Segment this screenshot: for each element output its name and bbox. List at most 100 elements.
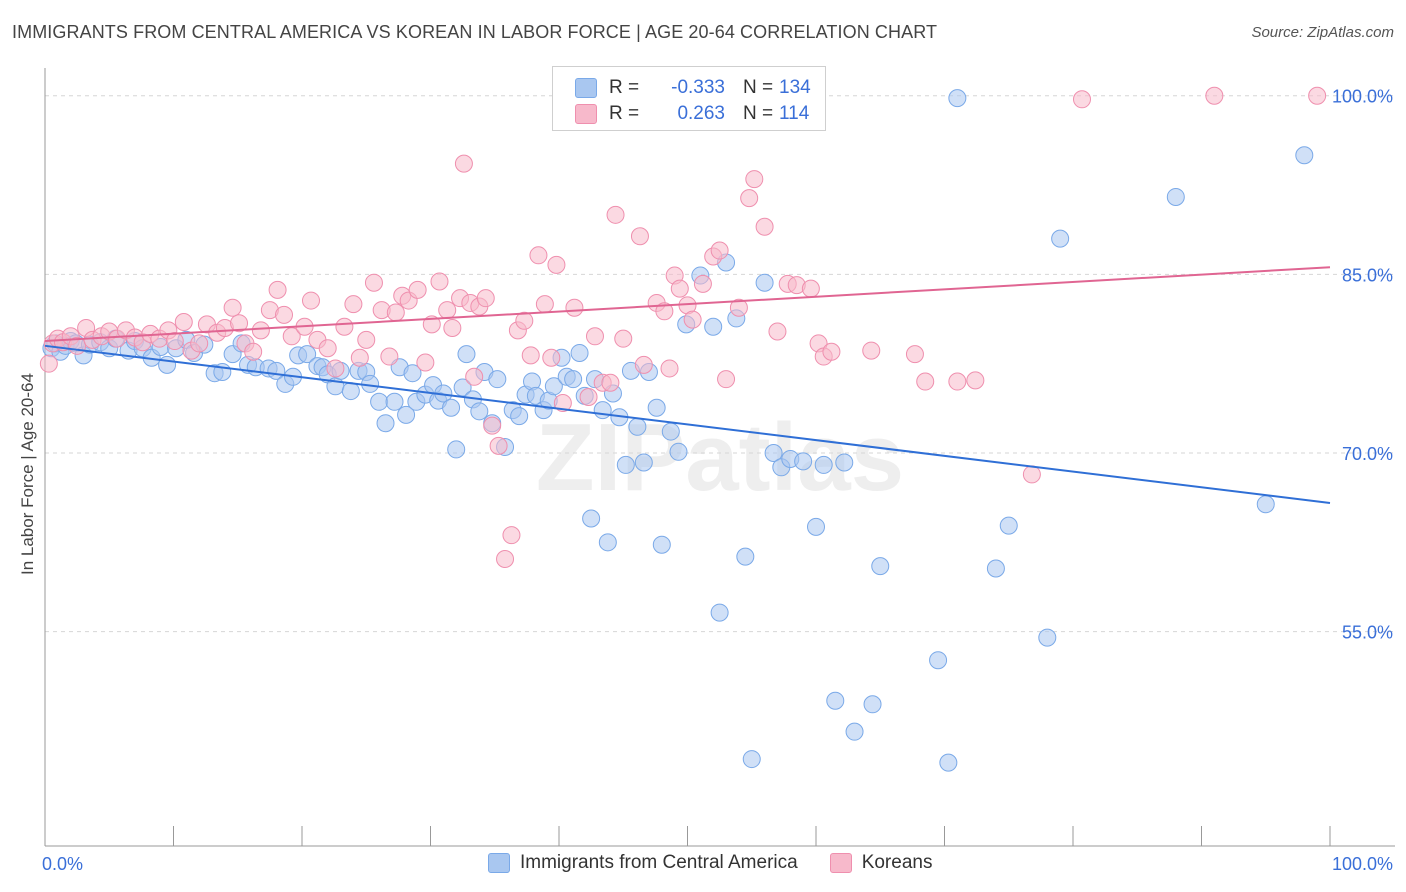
data-point bbox=[488, 370, 507, 389]
data-point bbox=[1205, 86, 1224, 105]
legend-item-central-america[interactable]: Immigrants from Central America bbox=[488, 852, 798, 874]
data-point bbox=[422, 315, 441, 334]
data-point bbox=[794, 452, 813, 471]
data-point bbox=[364, 273, 383, 292]
y-tick-label: 70.0% bbox=[1342, 444, 1393, 464]
data-point bbox=[717, 370, 736, 389]
legend-n-label: N = bbox=[743, 103, 774, 124]
data-point bbox=[628, 417, 647, 436]
data-point bbox=[443, 318, 462, 337]
tick-labels: 55.0% 70.0% 85.0% 100.0% 0.0% 100.0% bbox=[42, 87, 1393, 874]
data-point bbox=[298, 345, 317, 364]
data-point bbox=[430, 272, 449, 291]
source-label: Source: ZipAtlas.com bbox=[1251, 24, 1394, 41]
data-point bbox=[244, 342, 263, 361]
legend-n-label: N = bbox=[743, 77, 774, 98]
data-point bbox=[442, 398, 461, 417]
data-point bbox=[457, 345, 476, 364]
data-point bbox=[939, 753, 958, 772]
data-point bbox=[582, 509, 601, 528]
data-point bbox=[647, 398, 666, 417]
y-tick-label: 100.0% bbox=[1332, 87, 1393, 107]
data-point bbox=[742, 750, 761, 769]
data-point bbox=[579, 388, 598, 407]
data-point bbox=[1038, 628, 1057, 647]
y-axis-title: In Labor Force | Age 20-64 bbox=[18, 373, 37, 575]
legend-r-label: R = bbox=[609, 77, 640, 98]
data-point bbox=[570, 343, 589, 362]
data-point bbox=[447, 440, 466, 459]
legend-label-koreans: Koreans bbox=[861, 852, 933, 873]
data-point bbox=[871, 557, 890, 576]
data-point bbox=[515, 311, 534, 330]
data-point bbox=[601, 373, 620, 392]
data-point bbox=[408, 280, 427, 299]
data-point bbox=[385, 392, 404, 411]
data-point bbox=[326, 359, 345, 378]
data-point bbox=[416, 353, 435, 372]
data-point bbox=[986, 559, 1005, 578]
data-point bbox=[301, 291, 320, 310]
trend-lines bbox=[44, 266, 1331, 505]
data-point bbox=[251, 321, 270, 340]
data-point bbox=[634, 355, 653, 374]
legend-swatch-koreans bbox=[575, 104, 597, 124]
legend-row-koreans: R = 0.263 N = 114 bbox=[553, 101, 809, 127]
data-point bbox=[693, 274, 712, 293]
data-point bbox=[547, 255, 566, 274]
data-point bbox=[454, 154, 473, 173]
data-point bbox=[403, 364, 422, 383]
data-point bbox=[223, 298, 242, 317]
data-point bbox=[736, 547, 755, 566]
data-point bbox=[521, 346, 540, 365]
data-point bbox=[535, 295, 554, 314]
legend-r-value: 0.263 bbox=[677, 103, 725, 124]
data-point bbox=[357, 330, 376, 349]
data-point bbox=[999, 516, 1018, 535]
data-point bbox=[510, 407, 529, 426]
data-point bbox=[465, 367, 484, 386]
data-point bbox=[670, 279, 689, 298]
legend-label-central-america: Immigrants from Central America bbox=[520, 852, 798, 873]
data-point bbox=[634, 453, 653, 472]
data-point bbox=[845, 722, 864, 741]
y-tick-label: 85.0% bbox=[1342, 265, 1393, 285]
data-point bbox=[1051, 229, 1070, 248]
data-point bbox=[1256, 495, 1275, 514]
data-point bbox=[929, 651, 948, 670]
data-point bbox=[230, 314, 249, 333]
data-point bbox=[39, 354, 58, 373]
data-point bbox=[268, 280, 287, 299]
data-point bbox=[489, 436, 508, 455]
legend-n-value: 134 bbox=[779, 77, 811, 98]
data-point bbox=[652, 535, 671, 554]
data-point bbox=[768, 322, 787, 341]
data-point bbox=[1295, 146, 1314, 165]
data-point bbox=[704, 317, 723, 336]
data-point bbox=[905, 345, 924, 364]
data-point bbox=[755, 217, 774, 236]
data-point bbox=[655, 302, 674, 321]
data-point bbox=[916, 372, 935, 391]
correlation-legend: R = -0.333 N = 134 R = 0.263 N = 114 bbox=[552, 66, 826, 131]
data-point bbox=[764, 444, 783, 462]
data-point bbox=[350, 348, 369, 367]
data-point bbox=[386, 303, 405, 322]
legend-swatch-koreans bbox=[829, 853, 852, 873]
data-point bbox=[755, 273, 774, 292]
data-point bbox=[496, 549, 515, 568]
legend-n-value: 114 bbox=[779, 103, 810, 124]
series-legend: Immigrants from Central America Koreans bbox=[488, 852, 964, 874]
data-point bbox=[158, 355, 177, 374]
x-tick-label: 0.0% bbox=[42, 854, 83, 874]
data-point bbox=[1022, 465, 1041, 484]
y-tick-label: 55.0% bbox=[1342, 623, 1393, 643]
data-point bbox=[710, 241, 729, 260]
data-point bbox=[397, 405, 416, 424]
data-point bbox=[553, 393, 572, 412]
legend-item-koreans[interactable]: Koreans bbox=[829, 852, 933, 874]
data-point bbox=[822, 342, 841, 361]
data-point bbox=[745, 170, 764, 189]
data-point bbox=[502, 526, 521, 545]
